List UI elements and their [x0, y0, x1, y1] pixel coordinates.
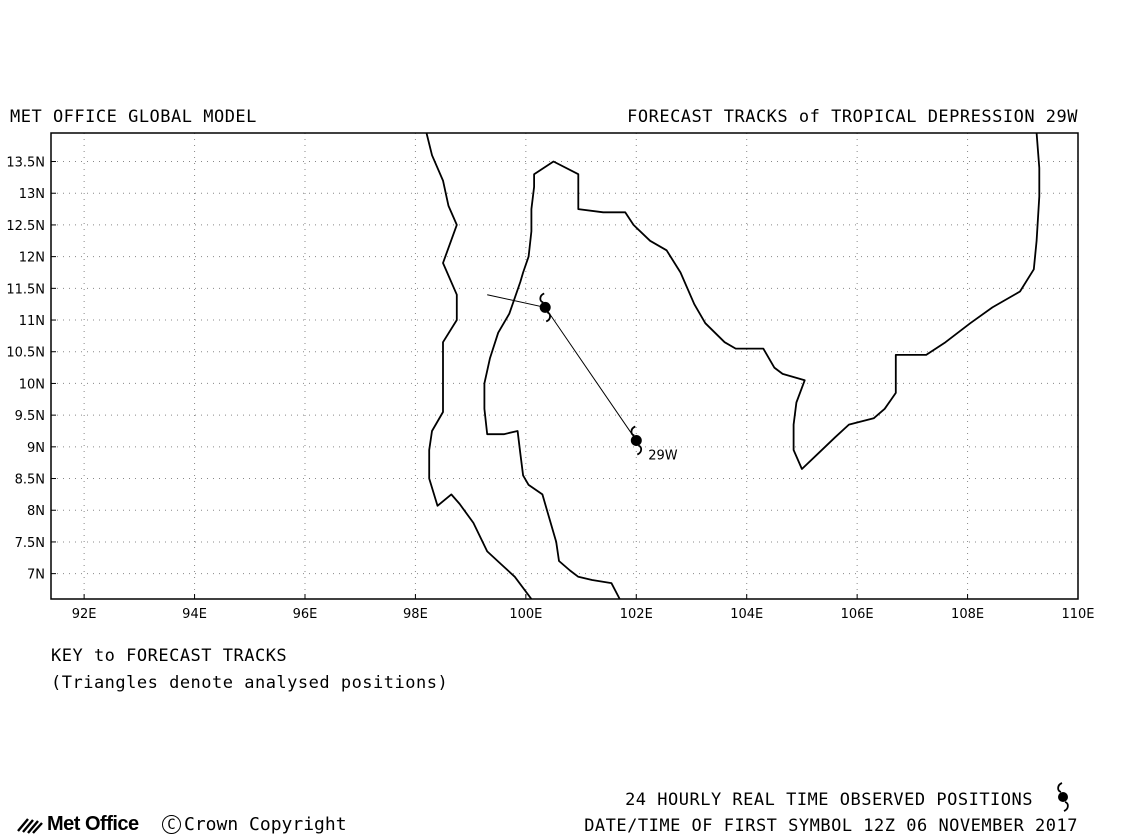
y-tick-label: 7N: [27, 568, 45, 583]
coastlines: [425, 132, 1041, 600]
y-tick-label: 9.5N: [15, 409, 45, 424]
y-tick-label: 12.5N: [6, 219, 45, 234]
first-symbol-datetime: DATE/TIME OF FIRST SYMBOL 12Z 06 NOVEMBE…: [584, 816, 1078, 836]
header-left-title: MET OFFICE GLOBAL MODEL: [10, 107, 257, 127]
y-tick-label: 12N: [19, 251, 45, 266]
axis-ticks: 92E 94E 96E 98E 100E 102E 104E 106E 108E 110E 7N 7.…: [6, 156, 1094, 622]
copyright-symbol: C: [162, 815, 181, 834]
coastline-1: [483, 132, 1041, 600]
track-line: [487, 294, 637, 441]
map-frame: [50, 132, 1079, 600]
x-tick-label: 106E: [841, 607, 874, 622]
y-tick-label: 10.5N: [6, 346, 45, 361]
y-tick-label: 8N: [27, 504, 45, 519]
cyclone-symbol: [630, 425, 643, 456]
key-note: (Triangles denote analysed positions): [51, 673, 449, 693]
x-tick-label: 98E: [403, 607, 428, 622]
observed-positions-label: 24 HOURLY REAL TIME OBSERVED POSITIONS: [625, 790, 1033, 810]
x-tick-label: 100E: [509, 607, 542, 622]
x-tick-label: 102E: [620, 607, 653, 622]
x-tick-label: 110E: [1061, 607, 1094, 622]
storm-id-label: 29W: [648, 448, 678, 463]
y-tick-label: 7.5N: [15, 536, 45, 551]
y-tick-label: 11N: [19, 314, 45, 329]
met-office-logo-icon: [17, 817, 43, 834]
forecast-track: 29W: [487, 292, 678, 463]
cyclone-symbol: [539, 292, 551, 323]
observed-positions-symbol: [1057, 782, 1069, 812]
x-tick-label: 92E: [72, 607, 97, 622]
x-tick-label: 94E: [182, 607, 207, 622]
y-tick-label: 13N: [19, 187, 45, 202]
y-tick-label: 9N: [27, 441, 45, 456]
y-tick-label: 13.5N: [6, 156, 45, 171]
met-office-logo-text: Met Office: [47, 813, 139, 835]
met-office-logo: Met Office: [16, 813, 139, 836]
y-tick-label: 8.5N: [15, 473, 45, 488]
x-tick-label: 96E: [293, 607, 318, 622]
x-tick-label: 104E: [730, 607, 763, 622]
copyright-text: Crown Copyright: [184, 814, 347, 835]
copyright: C Crown Copyright: [162, 814, 347, 835]
key-title: KEY to FORECAST TRACKS: [51, 646, 288, 666]
y-tick-label: 11.5N: [6, 282, 45, 297]
x-tick-label: 108E: [951, 607, 984, 622]
coastline-0: [425, 132, 533, 600]
y-tick-label: 10N: [19, 377, 45, 392]
map-grid: [51, 133, 1078, 599]
header-right-title: FORECAST TRACKS of TROPICAL DEPRESSION 2…: [627, 107, 1078, 127]
